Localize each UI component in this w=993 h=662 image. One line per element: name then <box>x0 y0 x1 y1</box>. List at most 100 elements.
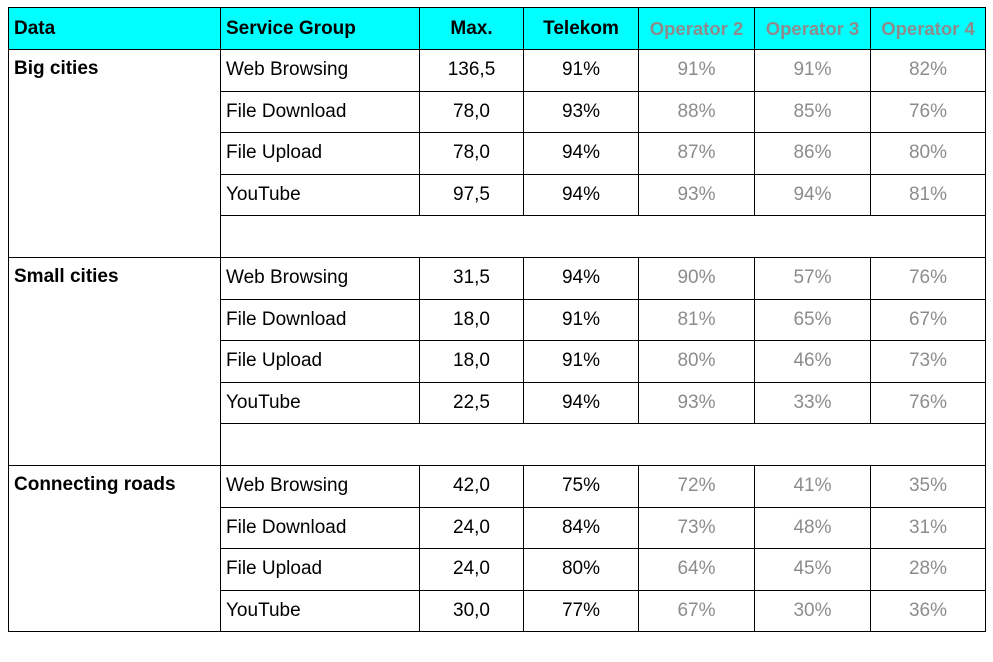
table-row: Big cities Web Browsing 136,5 91% 91% 91… <box>8 49 986 258</box>
table-row: YouTube 30,0 77% 67% 30% 36% <box>9 589 986 632</box>
telekom-cell: 91% <box>523 298 639 341</box>
telekom-cell: 94% <box>523 257 639 300</box>
operator-3-cell: 30% <box>754 589 871 632</box>
service-cell: File Upload <box>220 132 420 175</box>
operator-2-cell: 64% <box>638 548 755 591</box>
header-operator-3: Operator 3 <box>754 7 871 50</box>
header-data: Data <box>8 7 221 50</box>
header-operator-4: Operator 4 <box>870 7 986 50</box>
max-cell: 30,0 <box>419 589 524 632</box>
service-cell: YouTube <box>220 381 420 424</box>
operator-4-cell: 31% <box>870 506 986 549</box>
service-cell: File Download <box>220 506 420 549</box>
spacer-row <box>9 215 986 258</box>
table-row: File Download 24,0 84% 73% 48% 31% <box>9 506 986 549</box>
operator-4-cell: 36% <box>870 589 986 632</box>
operator-3-cell: 46% <box>754 340 871 383</box>
header-row: Data Service Group Max. Telekom Operator… <box>8 7 986 50</box>
spacer-cell <box>220 215 986 258</box>
service-cell: File Upload <box>220 340 420 383</box>
operator-4-cell: 35% <box>870 465 986 508</box>
operator-3-cell: 41% <box>754 465 871 508</box>
max-cell: 97,5 <box>419 173 524 216</box>
service-cell: Web Browsing <box>220 465 420 508</box>
max-cell: 42,0 <box>419 465 524 508</box>
service-cell: YouTube <box>220 173 420 216</box>
operator-2-cell: 73% <box>638 506 755 549</box>
operator-4-cell: 76% <box>870 257 986 300</box>
table-row: File Upload 24,0 80% 64% 45% 28% <box>9 548 986 591</box>
header-service-group: Service Group <box>220 7 420 50</box>
telekom-cell: 94% <box>523 381 639 424</box>
operator-3-cell: 65% <box>754 298 871 341</box>
operator-4-cell: 73% <box>870 340 986 383</box>
max-cell: 136,5 <box>419 49 524 92</box>
operator-3-cell: 45% <box>754 548 871 591</box>
telekom-cell: 75% <box>523 465 639 508</box>
table-row: File Upload 18,0 91% 80% 46% 73% <box>9 340 986 383</box>
header-max: Max. <box>419 7 524 50</box>
service-cell: File Download <box>220 298 420 341</box>
group-label-connecting-roads: Connecting roads <box>8 465 221 632</box>
operator-2-cell: 87% <box>638 132 755 175</box>
table-row: YouTube 97,5 94% 93% 94% 81% <box>9 173 986 216</box>
operator-2-cell: 88% <box>638 90 755 133</box>
operator-2-cell: 72% <box>638 465 755 508</box>
spacer-cell <box>220 423 986 466</box>
group-label-big-cities: Big cities <box>8 49 221 258</box>
telekom-cell: 80% <box>523 548 639 591</box>
max-cell: 78,0 <box>419 132 524 175</box>
operator-3-cell: 86% <box>754 132 871 175</box>
operator-2-cell: 80% <box>638 340 755 383</box>
service-cell: Web Browsing <box>220 49 420 92</box>
service-cell: YouTube <box>220 589 420 632</box>
table-row: Small cities Web Browsing 31,5 94% 90% 5… <box>8 257 986 466</box>
service-cell: File Download <box>220 90 420 133</box>
operator-4-cell: 82% <box>870 49 986 92</box>
operator-4-cell: 67% <box>870 298 986 341</box>
operator-2-cell: 81% <box>638 298 755 341</box>
operator-2-cell: 90% <box>638 257 755 300</box>
results-table-container: Data Service Group Max. Telekom Operator… <box>8 7 986 632</box>
operator-2-cell: 67% <box>638 589 755 632</box>
telekom-cell: 94% <box>523 132 639 175</box>
operator-2-cell: 91% <box>638 49 755 92</box>
operator-4-cell: 28% <box>870 548 986 591</box>
group-label-small-cities: Small cities <box>8 257 221 466</box>
header-operator-2: Operator 2 <box>638 7 755 50</box>
max-cell: 31,5 <box>419 257 524 300</box>
telekom-cell: 91% <box>523 340 639 383</box>
operator-2-cell: 93% <box>638 381 755 424</box>
operator-3-cell: 91% <box>754 49 871 92</box>
operator-4-cell: 76% <box>870 381 986 424</box>
telekom-cell: 84% <box>523 506 639 549</box>
table-row: File Upload 78,0 94% 87% 86% 80% <box>9 132 986 175</box>
telekom-cell: 77% <box>523 589 639 632</box>
operator-3-cell: 48% <box>754 506 871 549</box>
operator-3-cell: 85% <box>754 90 871 133</box>
operator-4-cell: 80% <box>870 132 986 175</box>
max-cell: 22,5 <box>419 381 524 424</box>
service-cell: Web Browsing <box>220 257 420 300</box>
telekom-cell: 93% <box>523 90 639 133</box>
telekom-cell: 91% <box>523 49 639 92</box>
table-row: Connecting roads Web Browsing 42,0 75% 7… <box>8 465 986 632</box>
spacer-row <box>9 423 986 466</box>
table-row: YouTube 22,5 94% 93% 33% 76% <box>9 381 986 424</box>
operator-4-cell: 76% <box>870 90 986 133</box>
max-cell: 18,0 <box>419 340 524 383</box>
service-cell: File Upload <box>220 548 420 591</box>
max-cell: 78,0 <box>419 90 524 133</box>
header-telekom: Telekom <box>523 7 639 50</box>
operator-3-cell: 57% <box>754 257 871 300</box>
max-cell: 18,0 <box>419 298 524 341</box>
operator-3-cell: 94% <box>754 173 871 216</box>
max-cell: 24,0 <box>419 548 524 591</box>
operator-3-cell: 33% <box>754 381 871 424</box>
operator-2-cell: 93% <box>638 173 755 216</box>
operator-4-cell: 81% <box>870 173 986 216</box>
results-table: Data Service Group Max. Telekom Operator… <box>8 7 986 632</box>
table-row: File Download 78,0 93% 88% 85% 76% <box>9 90 986 133</box>
telekom-cell: 94% <box>523 173 639 216</box>
max-cell: 24,0 <box>419 506 524 549</box>
